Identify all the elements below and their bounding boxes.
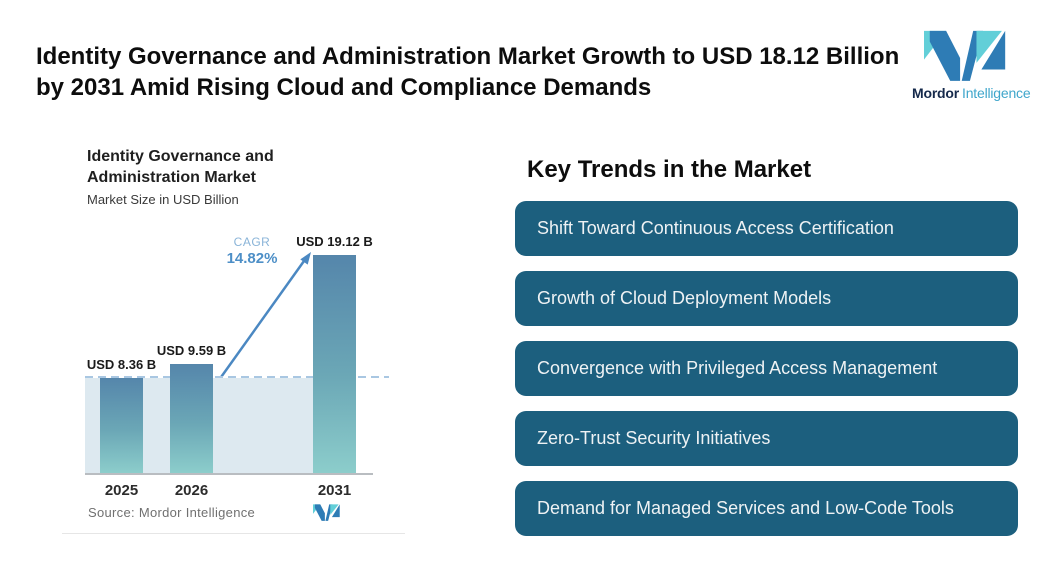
- bar-chart-plot: USD 8.36 B 2025 USD 9.59 B 2026 USD 19.12 B 2…: [62, 130, 405, 533]
- x-axis-line: [85, 473, 373, 475]
- mordor-logo-icon: [924, 30, 1006, 81]
- bar-value-label: USD 8.36 B: [86, 357, 157, 372]
- chart-subtitle: Market Size in USD Billion: [87, 192, 239, 207]
- trend-banner: Demand for Managed Services and Low-Code…: [515, 481, 1018, 536]
- trends-heading: Key Trends in the Market: [527, 155, 812, 183]
- trend-list: Shift Toward Continuous Access Certifica…: [515, 201, 1018, 551]
- trend-label: Zero-Trust Security Initiatives: [537, 428, 771, 448]
- trend-label: Convergence with Privileged Access Manag…: [537, 358, 938, 378]
- cagr-annotation: CAGR 14.82%: [220, 235, 284, 267]
- bar-2031: [313, 255, 356, 473]
- page-title: Identity Governance and Administration M…: [36, 43, 900, 101]
- cagr-label: CAGR: [233, 235, 271, 249]
- market-size-chart-card: Identity Governance and Administration M…: [62, 130, 405, 534]
- chart-source: Source: Mordor Intelligence: [88, 505, 256, 520]
- brand-name-light: Intelligence: [962, 85, 1031, 101]
- trend-label: Growth of Cloud Deployment Models: [537, 288, 832, 308]
- bar-2025: [100, 378, 143, 473]
- chart-title: Identity Governance and Administration M…: [87, 148, 274, 186]
- bar-value-label: USD 19.12 B: [296, 234, 373, 249]
- trend-label: Shift Toward Continuous Access Certifica…: [537, 218, 894, 238]
- brand-name: Mordor Intelligence: [912, 85, 1031, 101]
- x-tick-label: 2026: [174, 482, 209, 499]
- brand-name-bold: Mordor: [912, 85, 960, 101]
- bar-2026: [170, 364, 213, 473]
- bar-value-label: USD 9.59 B: [156, 343, 227, 358]
- trend-banner: Shift Toward Continuous Access Certifica…: [515, 201, 1018, 256]
- x-tick-label: 2031: [317, 482, 352, 499]
- cagr-value: 14.82%: [226, 250, 278, 267]
- mordor-logo-small-icon: [313, 504, 340, 521]
- trend-banner: Growth of Cloud Deployment Models: [515, 271, 1018, 326]
- trend-banner: Zero-Trust Security Initiatives: [515, 411, 1018, 466]
- x-tick-label: 2025: [104, 482, 139, 499]
- trend-label: Demand for Managed Services and Low-Code…: [537, 498, 954, 518]
- brand-logo: Mordor Intelligence: [912, 30, 1031, 101]
- trend-banner: Convergence with Privileged Access Manag…: [515, 341, 1018, 396]
